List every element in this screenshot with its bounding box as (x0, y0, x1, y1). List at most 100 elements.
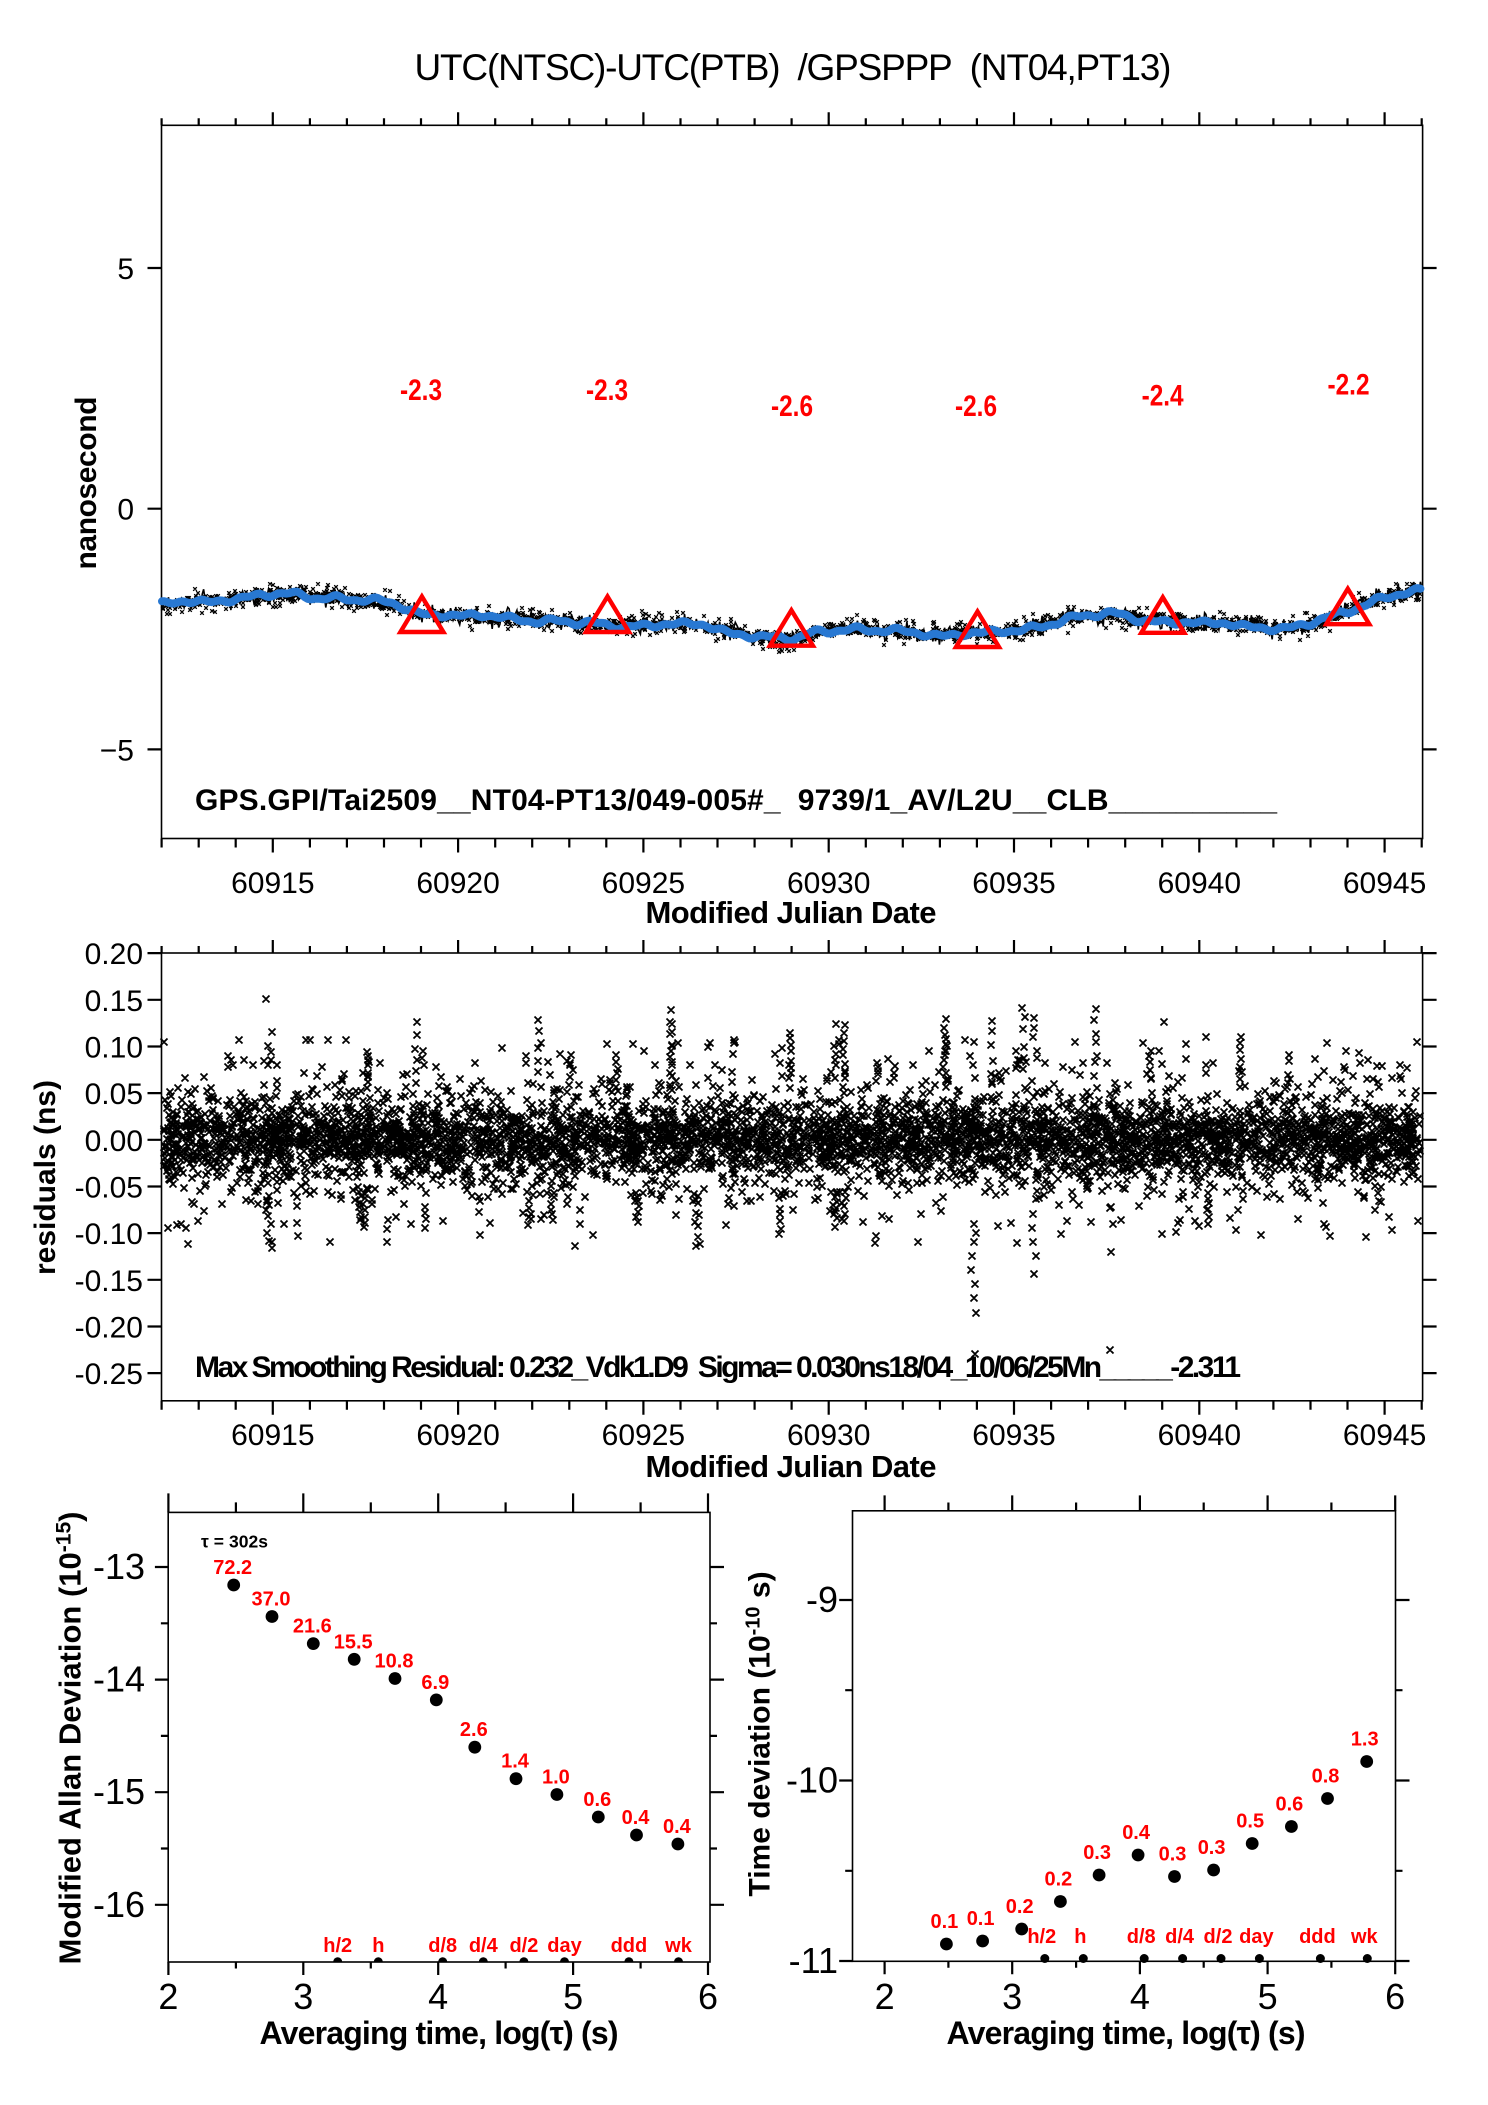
svg-text:-0.10: -0.10 (75, 1218, 143, 1251)
svg-text:15.5: 15.5 (334, 1631, 373, 1653)
svg-text:60935: 60935 (972, 1419, 1055, 1452)
svg-text:d/8: d/8 (1127, 1926, 1156, 1948)
svg-text:-15: -15 (93, 1771, 145, 1812)
svg-text:0.8: 0.8 (1312, 1766, 1340, 1788)
svg-text:d/2: d/2 (1204, 1926, 1233, 1948)
svg-text:72.2: 72.2 (213, 1557, 252, 1579)
svg-text:-13: -13 (93, 1546, 145, 1587)
svg-text:60935: 60935 (972, 867, 1055, 900)
svg-text:60915: 60915 (231, 1419, 314, 1452)
svg-text:60915: 60915 (231, 867, 314, 900)
svg-text:2: 2 (158, 1976, 178, 2017)
svg-text:-10: -10 (786, 1760, 838, 1801)
svg-text:Modified Julian Date: Modified Julian Date (646, 895, 937, 930)
svg-text:21.6: 21.6 (293, 1616, 332, 1638)
svg-text:60925: 60925 (602, 867, 685, 900)
svg-text:60940: 60940 (1158, 1419, 1241, 1452)
svg-text:2.6: 2.6 (460, 1719, 488, 1741)
svg-text:-2.4: -2.4 (1142, 380, 1184, 413)
svg-text:0.2: 0.2 (1006, 1896, 1034, 1918)
svg-text:-2.6: -2.6 (771, 390, 813, 423)
svg-text:0.10: 0.10 (85, 1032, 143, 1065)
svg-text:Max Smoothing Residual: 0.232_: Max Smoothing Residual: 0.232_Vdk1.D9 Si… (195, 1351, 1241, 1384)
svg-text:0.6: 0.6 (583, 1789, 611, 1811)
svg-text:wk: wk (664, 1935, 693, 1957)
svg-text:GPS.GPI/Tai2509__NT04-PT13/049: GPS.GPI/Tai2509__NT04-PT13/049-005#_ 973… (195, 784, 1277, 817)
svg-text:60930: 60930 (787, 867, 870, 900)
svg-text:60920: 60920 (416, 1419, 499, 1452)
svg-text:UTC(NTSC)-UTC(PTB) /GPSPPP (: UTC(NTSC)-UTC(PTB) /GPSPPP (NT04,PT13) (415, 47, 1172, 88)
svg-text:h: h (1074, 1926, 1086, 1948)
svg-text:-2.2: -2.2 (1328, 368, 1370, 401)
svg-text:residuals (ns): residuals (ns) (29, 1080, 62, 1275)
svg-text:ddd: ddd (611, 1935, 648, 1957)
svg-text:Averaging time, log(τ) (s): Averaging time, log(τ) (s) (260, 2015, 619, 2051)
svg-text:0.4: 0.4 (622, 1807, 651, 1829)
svg-text:-11: -11 (789, 1940, 838, 1981)
svg-text:-0.05: -0.05 (75, 1172, 143, 1205)
svg-text:6: 6 (1385, 1976, 1405, 2017)
svg-text:-0.20: -0.20 (75, 1312, 143, 1345)
svg-text:0.2: 0.2 (1044, 1869, 1072, 1891)
svg-text:60945: 60945 (1343, 1419, 1426, 1452)
svg-text:nanosecond: nanosecond (70, 397, 103, 570)
svg-text:10.8: 10.8 (375, 1651, 414, 1673)
svg-text:h/2: h/2 (1027, 1926, 1056, 1948)
svg-text:1.0: 1.0 (542, 1767, 570, 1789)
svg-text:1.3: 1.3 (1351, 1729, 1379, 1751)
svg-text:3: 3 (1002, 1976, 1022, 2017)
svg-text:ddd: ddd (1299, 1926, 1336, 1948)
svg-text:d/2: d/2 (509, 1935, 538, 1957)
svg-text:6: 6 (698, 1976, 718, 2017)
svg-text:-0.25: -0.25 (75, 1358, 143, 1391)
svg-text:3: 3 (293, 1976, 313, 2017)
svg-text:-16: -16 (93, 1884, 145, 1925)
svg-text:60940: 60940 (1158, 867, 1241, 900)
svg-text:0.15: 0.15 (85, 985, 143, 1018)
svg-text:0.20: 0.20 (85, 938, 143, 971)
svg-text:-0.15: -0.15 (75, 1265, 143, 1298)
svg-text:Averaging time, log(τ) (s): Averaging time, log(τ) (s) (947, 2015, 1306, 2051)
svg-text:1.4: 1.4 (501, 1751, 530, 1773)
svg-text:4: 4 (1130, 1976, 1150, 2017)
svg-text:4: 4 (428, 1976, 448, 2017)
svg-text:d/4: d/4 (469, 1935, 499, 1957)
svg-text:day: day (1239, 1926, 1274, 1948)
svg-text:Modified Julian Date: Modified Julian Date (646, 1449, 937, 1484)
svg-text:-2.6: -2.6 (955, 390, 997, 423)
svg-text:2: 2 (875, 1976, 895, 2017)
svg-text:0.5: 0.5 (1236, 1811, 1264, 1833)
svg-text:-2.3: -2.3 (400, 374, 442, 407)
svg-text:-14: -14 (93, 1659, 145, 1700)
svg-text:d/8: d/8 (428, 1935, 457, 1957)
svg-text:60920: 60920 (416, 867, 499, 900)
svg-text:60945: 60945 (1343, 867, 1426, 900)
svg-text:day: day (547, 1935, 582, 1957)
svg-text:0.3: 0.3 (1198, 1837, 1226, 1859)
svg-text:−5: −5 (100, 734, 134, 767)
svg-text:0.05: 0.05 (85, 1078, 143, 1111)
svg-text:60930: 60930 (787, 1419, 870, 1452)
svg-text:0.00: 0.00 (85, 1125, 143, 1158)
svg-text:37.0: 37.0 (252, 1589, 291, 1611)
svg-text:Modified Allan Deviation (10-1: Modified Allan Deviation (10-15) (53, 1512, 88, 1965)
svg-text:τ = 302s: τ = 302s (201, 1532, 268, 1552)
svg-text:0.4: 0.4 (663, 1816, 692, 1838)
svg-text:0.3: 0.3 (1159, 1844, 1187, 1866)
svg-text:6.9: 6.9 (421, 1672, 449, 1694)
svg-text:wk: wk (1350, 1926, 1379, 1948)
svg-text:d/4: d/4 (1165, 1926, 1195, 1948)
svg-text:5: 5 (1258, 1976, 1278, 2017)
svg-text:0.3: 0.3 (1083, 1842, 1111, 1864)
svg-text:5: 5 (117, 253, 134, 286)
svg-text:0.1: 0.1 (930, 1911, 958, 1933)
svg-text:60925: 60925 (602, 1419, 685, 1452)
svg-text:0.6: 0.6 (1275, 1794, 1303, 1816)
svg-text:h/2: h/2 (323, 1935, 352, 1957)
svg-text:5: 5 (563, 1976, 583, 2017)
svg-text:h: h (372, 1935, 384, 1957)
svg-text:-2.3: -2.3 (586, 374, 628, 407)
svg-text:0.4: 0.4 (1122, 1822, 1151, 1844)
svg-text:0: 0 (117, 494, 134, 527)
svg-text:-9: -9 (806, 1579, 838, 1620)
